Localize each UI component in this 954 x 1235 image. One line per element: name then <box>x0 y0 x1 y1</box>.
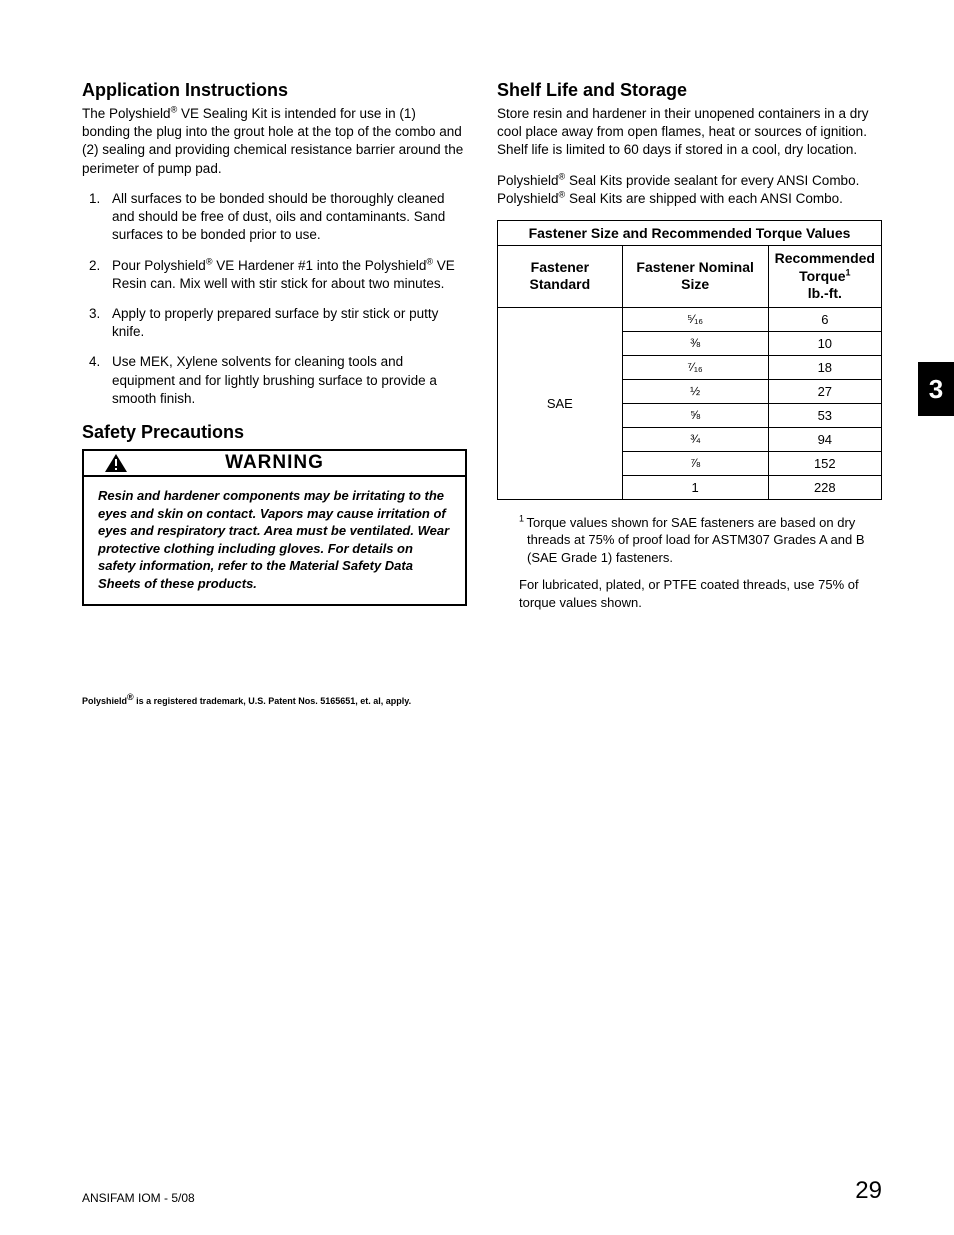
cell-size: ⅜ <box>622 331 768 355</box>
table-footnote-2: For lubricated, plated, or PTFE coated t… <box>519 576 882 611</box>
col-header-standard: Fastener Standard <box>498 246 623 308</box>
table-footnote-1: 1 Torque values shown for SAE fasteners … <box>519 514 882 567</box>
footnote-mark: 1 <box>846 267 851 277</box>
instruction-item: Apply to properly prepared surface by st… <box>104 305 467 341</box>
shelf-paragraph-1: Store resin and hardener in their unopen… <box>497 105 882 160</box>
instruction-item: All surfaces to be bonded should be thor… <box>104 190 467 245</box>
warning-body-text: Resin and hardener components may be irr… <box>84 477 465 604</box>
trademark-footnote: Polyshield® is a registered trademark, U… <box>82 696 467 706</box>
text: VE Hardener #1 into the Polyshield <box>212 258 426 273</box>
cell-standard: SAE <box>498 307 623 499</box>
footer-doc-id: ANSIFAM IOM - 5/08 <box>82 1191 195 1205</box>
heading-shelf-life: Shelf Life and Storage <box>497 80 882 101</box>
footer-page-number: 29 <box>855 1177 882 1205</box>
text: lb.-ft. <box>808 285 842 301</box>
text: Recommended <box>775 250 875 266</box>
instruction-item: Use MEK, Xylene solvents for cleaning to… <box>104 353 467 408</box>
cell-torque: 18 <box>768 355 881 379</box>
heading-safety-precautions: Safety Precautions <box>82 422 467 443</box>
cell-torque: 6 <box>768 307 881 331</box>
cell-size: ⁷⁄₁₆ <box>622 355 768 379</box>
text: is a registered trademark, U.S. Patent N… <box>134 696 411 706</box>
cell-torque: 152 <box>768 451 881 475</box>
text: Fastener Nominal Size <box>636 259 753 293</box>
page-footer: ANSIFAM IOM - 5/08 29 <box>82 1177 882 1205</box>
heading-application-instructions: Application Instructions <box>82 80 467 101</box>
col-header-torque: Recommended Torque1 lb.-ft. <box>768 246 881 308</box>
cell-size: ⅞ <box>622 451 768 475</box>
registered-mark: ® <box>127 692 134 702</box>
cell-size: ⁵⁄₁₆ <box>622 307 768 331</box>
table-title: Fastener Size and Recommended Torque Val… <box>498 221 882 246</box>
table-header-row: Fastener Standard Fastener Nominal Size … <box>498 246 882 308</box>
registered-mark: ® <box>426 256 433 266</box>
cell-torque: 27 <box>768 379 881 403</box>
col-header-nominal: Fastener Nominal Size <box>622 246 768 308</box>
text: Fastener Standard <box>530 259 591 293</box>
text: Torque values shown for SAE fasteners ar… <box>527 515 865 565</box>
cell-size: ¾ <box>622 427 768 451</box>
cell-size: ⅝ <box>622 403 768 427</box>
text: Pour Polyshield <box>112 258 206 273</box>
text: The Polyshield <box>82 106 171 121</box>
warning-triangle-icon <box>104 453 128 478</box>
warning-title: WARNING <box>225 452 324 474</box>
cell-torque: 94 <box>768 427 881 451</box>
cell-size: ½ <box>622 379 768 403</box>
table-title-row: Fastener Size and Recommended Torque Val… <box>498 221 882 246</box>
app-intro-paragraph: The Polyshield® VE Sealing Kit is intend… <box>82 105 467 178</box>
section-tab: 3 <box>918 362 954 416</box>
warning-box: WARNING Resin and hardener components ma… <box>82 449 467 606</box>
torque-table: Fastener Size and Recommended Torque Val… <box>497 220 882 500</box>
warning-header: WARNING <box>84 451 465 477</box>
cell-torque: 53 <box>768 403 881 427</box>
text: Polyshield <box>497 173 559 188</box>
footnote-mark: 1 <box>519 513 527 523</box>
cell-size: 1 <box>622 475 768 499</box>
text: Seal Kits are shipped with each ANSI Com… <box>565 191 843 206</box>
cell-torque: 228 <box>768 475 881 499</box>
cell-torque: 10 <box>768 331 881 355</box>
table-row: SAE ⁵⁄₁₆ 6 <box>498 307 882 331</box>
text: Polyshield <box>82 696 127 706</box>
shelf-paragraph-2: Polyshield® Seal Kits provide sealant fo… <box>497 172 882 208</box>
instruction-item: Pour Polyshield ® VE Hardener #1 into the… <box>104 257 467 293</box>
instruction-list: All surfaces to be bonded should be thor… <box>82 190 467 408</box>
text: Torque <box>799 268 845 284</box>
